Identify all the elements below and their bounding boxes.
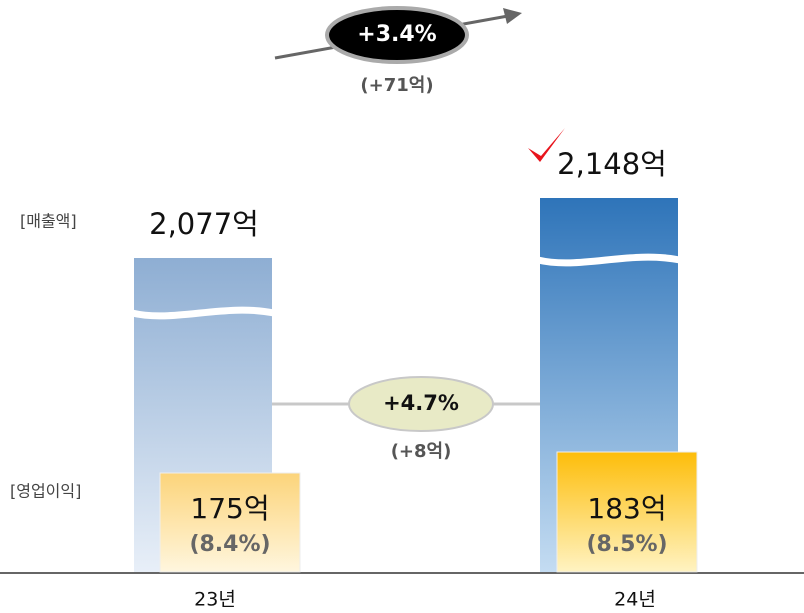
legend-revenue: [매출액]: [20, 212, 77, 231]
revenue-label: 2,148억: [557, 147, 667, 181]
profit-label: 175억: [190, 492, 269, 525]
legend-profit: [영업이익]: [10, 482, 81, 501]
margin-label: (8.4%): [189, 532, 270, 557]
profit-bar: [159, 472, 301, 573]
growth-badge: [325, 6, 469, 64]
profit-label: 183억: [587, 492, 666, 525]
growth-rate: +3.4%: [357, 22, 436, 47]
x-tick-label: 24년: [614, 589, 656, 611]
margin-label: (8.5%): [586, 532, 667, 557]
revenue-label: 2,077억: [149, 207, 259, 241]
growth-amount: (+8억): [391, 441, 452, 462]
profit-bar: [556, 451, 698, 573]
x-tick-label: 23년: [194, 589, 236, 611]
axis-break: [131, 306, 275, 320]
growth-rate: +4.7%: [383, 391, 459, 415]
growth-amount: (+71억): [360, 75, 433, 96]
arrow-head: [503, 8, 522, 24]
axis-break: [537, 253, 681, 267]
growth-badge: [348, 376, 494, 432]
